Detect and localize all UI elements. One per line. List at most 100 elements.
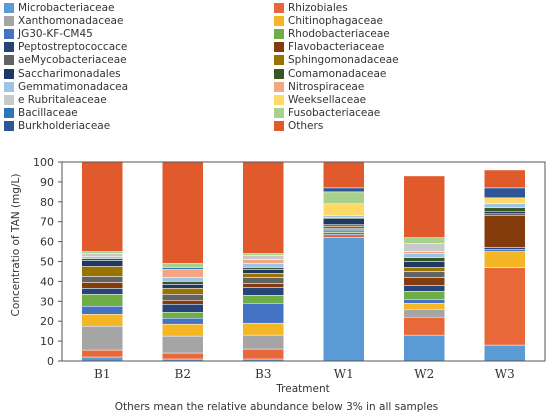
bar-segment-xanthomonadaceae xyxy=(403,309,445,318)
bar-segment-nitrospiraceae xyxy=(162,269,204,278)
legend-item-gemmatimonadacea: Gemmatimonadacea xyxy=(4,80,128,93)
bar-segment-flavobacteriaceae xyxy=(81,282,123,289)
legend-label: Xanthomonadaceae xyxy=(18,14,124,27)
x-tick-label: B2 xyxy=(175,367,191,381)
bar-segment-xanthomonadaceae xyxy=(81,325,123,351)
y-tick-label: 80 xyxy=(40,196,54,209)
bar-segment-comamonadaceae xyxy=(484,207,526,213)
legend-swatch xyxy=(274,28,284,39)
legend-label: Rhodobacteriaceae xyxy=(288,27,390,40)
bar-segment-chitinophagaceae xyxy=(242,322,284,336)
bar-segment-saccharimonadales xyxy=(162,284,204,289)
bar-segment-jg30-kf-cm45 xyxy=(323,232,365,235)
bar-segment-microbacteriaceae xyxy=(403,334,445,362)
bar-segment-flavobacteriaceae xyxy=(242,283,284,288)
bar-segment-flavobacteriaceae xyxy=(403,277,445,286)
legend-item-others: Others xyxy=(274,120,323,133)
stacked-bar-chart: 0 10 20 30 40 50 60 70 80 90 100 B1 B2 B3 W1 W2 W3 Conc… xyxy=(10,156,546,395)
bar-segment-aemycobacteriaceae xyxy=(403,271,445,278)
legend-item-chitinophagaceae: Chitinophagaceae xyxy=(274,14,383,27)
bar-segment-gemmatimonadacea xyxy=(162,277,204,282)
bar-segment-gemmatimonadacea xyxy=(323,215,365,218)
bar-segment-gemmatimonadacea xyxy=(242,263,284,268)
bar-segment-gemmatimonadacea xyxy=(403,253,445,258)
bar-segment-aemycobacteriaceae xyxy=(162,294,204,301)
bar-segment-weeksellaceae xyxy=(323,203,365,216)
bar-segment-rhizobiales xyxy=(81,349,123,358)
y-tick-label: 20 xyxy=(40,315,54,328)
legend-item-saccharimonadales: Saccharimonadales xyxy=(4,67,121,80)
legend-item-xanthomonadaceae: Xanthomonadaceae xyxy=(4,14,123,27)
bar-segment-aemycobacteriaceae xyxy=(242,277,284,284)
bar-segment-xanthomonadaceae xyxy=(162,335,204,354)
bar-segment-sphingomonadaceae xyxy=(81,266,123,277)
legend-swatch xyxy=(4,108,14,119)
legend-label: e Rubritaleaceae xyxy=(18,93,107,106)
legend-swatch xyxy=(274,55,284,66)
x-tick-label: W1 xyxy=(334,367,354,381)
bar-segment-microbacteriaceae xyxy=(81,356,123,362)
bar-segment-saccharimonadales xyxy=(81,260,123,267)
bar-segment-weeksellaceae xyxy=(484,197,526,205)
bar-segment-e-rubritaleaceae xyxy=(403,243,445,252)
bar-segment-rhodobacteriaceae xyxy=(403,291,445,300)
legend-item-weeksellaceae: Weeksellaceae xyxy=(274,93,366,106)
bar-segment-burkholderiaceae xyxy=(323,187,365,193)
plot-frame xyxy=(61,161,546,362)
legend-label: Weeksellaceae xyxy=(288,93,367,106)
legend-item-comamonadaceae: Comamonadaceae xyxy=(274,67,386,80)
bar-segment-peptostreptococcace xyxy=(162,304,204,313)
bar-segment-jg30-kf-cm45 xyxy=(242,303,284,324)
chart-legend: Microbacteriaceae Rhizobiales Xanthomonada… xyxy=(0,0,553,142)
bar-segment-others xyxy=(242,161,284,254)
bar-segment-others xyxy=(162,161,204,264)
bar-segment-fusobacteriaceae xyxy=(403,237,445,244)
legend-label: Microbacteriaceae xyxy=(18,1,115,14)
legend-item-jg30-kf-cm45: JG30-KF-CM45 xyxy=(4,27,93,40)
bar-segment-rhizobiales xyxy=(242,348,284,360)
bar-segment-sphingomonadaceae xyxy=(162,288,204,295)
y-axis-label: Concentratio of TAN (mg/L) xyxy=(10,174,22,317)
legend-label: Bacillaceae xyxy=(18,107,78,120)
bar-segment-flavobacteriaceae xyxy=(484,215,526,248)
chart-footnote: Others mean the relative abundance below… xyxy=(114,401,439,413)
bar-segment-jg30-kf-cm45 xyxy=(162,317,204,325)
bar-segment-rhizobiales xyxy=(484,267,526,346)
legend-swatch xyxy=(274,68,284,79)
x-axis-label: Treatment xyxy=(275,383,329,395)
legend-item-aemycobacteriaceae: aeMycobacteriaceae xyxy=(4,54,127,67)
bar-segment-rhodobacteriaceae xyxy=(81,294,123,307)
bar-segment-bacillaceae xyxy=(162,267,204,270)
legend-swatch xyxy=(274,121,284,132)
bar-segment-flavobacteriaceae xyxy=(162,300,204,305)
legend-item-burkholderiaceae: Burkholderiaceae xyxy=(4,120,110,133)
legend-swatch xyxy=(274,94,284,105)
bar-segment-jg30-kf-cm45 xyxy=(484,249,526,252)
bar-segment-rhizobiales xyxy=(403,316,445,336)
y-tick-label: 50 xyxy=(40,256,54,269)
bar-segment-jg30-kf-cm45 xyxy=(81,306,123,315)
legend-label: Chitinophagaceae xyxy=(288,14,383,27)
legend-label: Fusobacteriaceae xyxy=(288,107,381,120)
legend-label: Flavobacteriaceae xyxy=(288,41,385,54)
bar-segment-nitrospiraceae xyxy=(242,259,284,264)
legend-swatch xyxy=(274,42,284,53)
legend-label: Sphingomonadaceae xyxy=(288,54,399,67)
bar-segment-e-rubritaleaceae xyxy=(81,253,123,257)
bar-segment-fusobacteriaceae xyxy=(323,191,365,205)
legend-label: Burkholderiaceae xyxy=(18,120,111,133)
legend-label: Saccharimonadales xyxy=(18,67,121,80)
x-tick-label: W2 xyxy=(414,367,434,381)
legend-swatch xyxy=(4,42,14,53)
y-tick-label: 70 xyxy=(40,216,54,229)
bar-segment-aemycobacteriaceae xyxy=(81,276,123,283)
bar-segment-sphingomonadaceae xyxy=(242,273,284,278)
legend-swatch xyxy=(4,121,14,132)
y-tick-label: 0 xyxy=(47,355,54,368)
bar-segment-peptostreptococcace xyxy=(484,247,526,250)
bar-segment-others xyxy=(403,175,445,238)
bar-segment-gemmatimonadacea xyxy=(484,203,526,209)
legend-label: Others xyxy=(288,120,324,133)
y-tick-label: 60 xyxy=(40,236,54,249)
bar-segment-saccharimonadales xyxy=(484,211,526,214)
